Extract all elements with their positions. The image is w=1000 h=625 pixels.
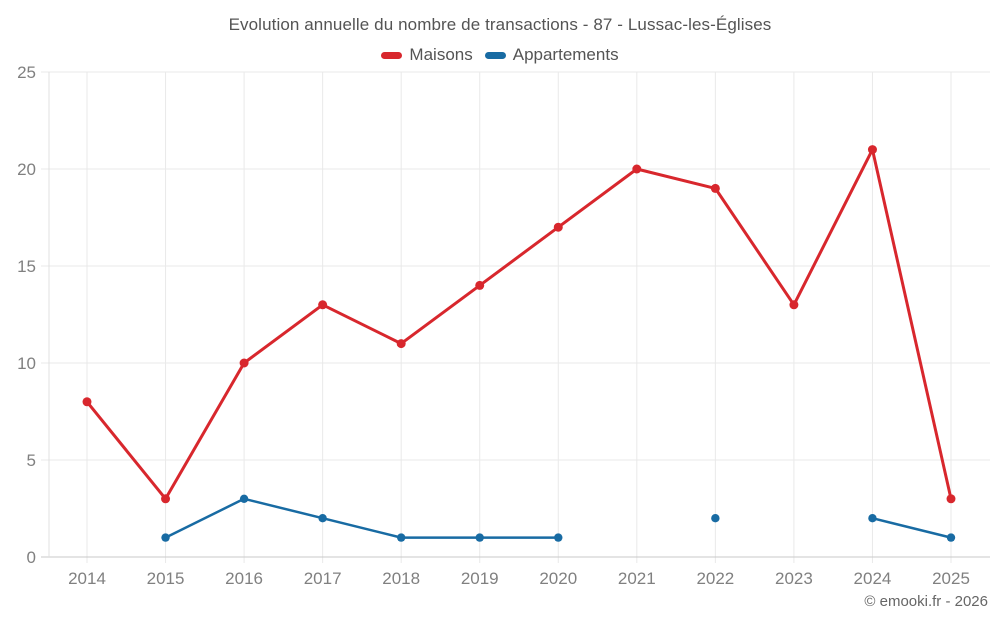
data-point-appartements	[868, 514, 877, 523]
data-point-maisons	[867, 145, 877, 155]
x-axis-tick-label: 2014	[68, 569, 106, 588]
data-point-appartements	[318, 514, 327, 523]
y-axis-tick-label: 20	[17, 160, 36, 179]
chart-title: Evolution annuelle du nombre de transact…	[228, 15, 772, 34]
data-point-maisons	[318, 300, 328, 310]
legend-item-maisons[interactable]: Maisons	[381, 45, 473, 65]
x-axis-tick-label: 2022	[696, 569, 734, 588]
y-axis-tick-label: 15	[17, 257, 36, 276]
y-axis-tick-label: 5	[27, 451, 36, 470]
legend-label-appartements: Appartements	[512, 45, 619, 64]
legend: Maisons Appartements	[0, 45, 1000, 65]
data-point-appartements	[475, 533, 484, 542]
data-point-maisons	[632, 164, 642, 174]
data-point-maisons	[161, 494, 171, 504]
data-point-maisons	[710, 183, 720, 193]
legend-label-maisons: Maisons	[409, 45, 473, 64]
appartements-series-marker	[484, 51, 506, 59]
x-axis-tick-label: 2018	[382, 569, 420, 588]
series-line-appartements	[871, 516, 953, 539]
y-axis-tick-label: 10	[17, 354, 36, 373]
x-axis-tick-label: 2019	[461, 569, 499, 588]
x-axis-tick-label: 2015	[147, 569, 185, 588]
data-point-appartements	[239, 494, 249, 503]
x-axis-tick-label: 2023	[775, 569, 813, 588]
data-point-appartements	[161, 533, 170, 542]
x-axis-tick-label: 2020	[539, 569, 577, 588]
y-axis-tick-label: 25	[17, 63, 36, 82]
data-point-appartements	[396, 533, 406, 542]
data-point-maisons	[946, 494, 956, 504]
data-point-appartements	[711, 514, 720, 523]
data-point-maisons	[475, 280, 485, 290]
data-point-maisons	[239, 358, 249, 368]
x-axis-tick-label: 2025	[932, 569, 970, 588]
data-point-appartements	[946, 533, 956, 542]
data-point-maisons	[553, 222, 563, 232]
x-axis-tick-label: 2021	[618, 569, 656, 588]
data-point-maisons	[789, 300, 799, 310]
legend-item-appartements[interactable]: Appartements	[484, 45, 619, 65]
y-axis-tick-label: 0	[27, 548, 36, 567]
series-line-maisons	[85, 148, 953, 501]
data-point-maisons	[396, 339, 406, 349]
x-axis-tick-label: 2024	[854, 569, 892, 588]
maisons-series-marker	[381, 51, 403, 59]
x-axis-tick-label: 2017	[304, 569, 342, 588]
copyright: © emooki.fr - 2026	[864, 593, 988, 610]
x-axis-tick-label: 2016	[225, 569, 263, 588]
series-line-appartements	[164, 497, 560, 539]
data-point-maisons	[82, 397, 92, 407]
data-point-appartements	[554, 533, 563, 542]
